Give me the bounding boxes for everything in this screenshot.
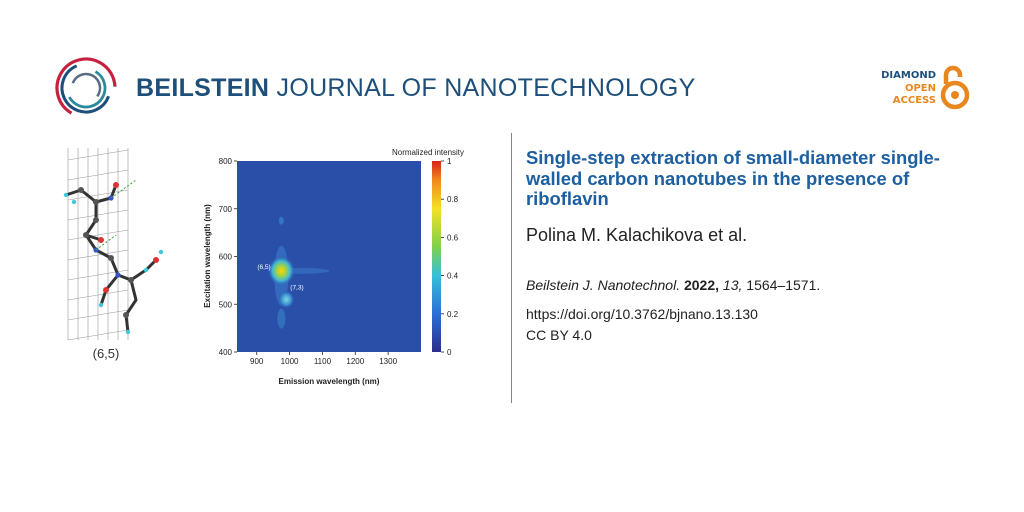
heatmap-peaks: (6,5) (7,3) — [257, 216, 330, 329]
y-axis-label: Excitation wavelength (nm) — [203, 204, 212, 308]
y-tick-label: 600 — [219, 253, 233, 262]
heatmap-plot-area — [237, 161, 421, 352]
graphical-abstract: (6,5) (6,5) (7,3) 400 500 600 700 800 900 1000… — [63, 148, 464, 386]
x-tick-label: 1200 — [346, 357, 364, 366]
heatmap-streak — [278, 216, 284, 225]
colorbar-title: Normalized intensity — [392, 148, 464, 157]
heatmap-peak — [277, 290, 295, 309]
y-tick-label: 700 — [219, 205, 233, 214]
heatmap-streak — [277, 308, 286, 329]
journal-logo-icon — [55, 57, 117, 119]
colorbar-tick-label: 0 — [447, 348, 452, 357]
oa-access-label: ACCESS — [892, 95, 936, 106]
journal-name: BEILSTEIN JOURNAL OF NANOTECHNOLOGY — [136, 74, 696, 103]
oa-open-label: OPEN — [904, 82, 936, 94]
oa-diamond-label: DIAMOND — [881, 70, 936, 81]
y-tick-label: 400 — [219, 348, 233, 357]
article-citation: Beilstein J. Nanotechnol. 2022, 13, 1564… — [526, 277, 820, 293]
heatmap-chart: (6,5) (7,3) 400 500 600 700 800 900 1000 1100 12… — [203, 148, 464, 386]
colorbar-ticks: 1 0.8 0.6 0.4 0.2 0 — [441, 157, 459, 357]
x-tick-label: 900 — [250, 357, 264, 366]
colorbar-tick-label: 0.6 — [447, 233, 459, 242]
x-axis-label: Emission wavelength (nm) — [279, 377, 380, 386]
open-access-lock-icon — [940, 65, 970, 110]
molecule-label: (6,5) — [93, 346, 120, 361]
peak-label: (7,3) — [290, 284, 303, 291]
license: CC BY 4.0 — [526, 327, 592, 343]
doi-link[interactable]: https://doi.org/10.3762/bjnano.13.130 — [526, 306, 758, 322]
colorbar-tick-label: 1 — [447, 157, 452, 166]
x-tick-label: 1300 — [379, 357, 397, 366]
article-title: Single-step extraction of small-diameter… — [526, 147, 940, 209]
y-tick-label: 500 — [219, 300, 233, 309]
open-access-badge: DIAMOND OPEN ACCESS — [881, 70, 936, 108]
article-authors: Polina M. Kalachikova et al. — [526, 225, 748, 245]
heatmap-peak — [267, 255, 296, 287]
article-pages: 1564–1571. — [746, 277, 821, 293]
peak-label: (6,5) — [257, 264, 270, 271]
x-tick-label: 1000 — [281, 357, 299, 366]
x-tick-label: 1100 — [314, 357, 332, 366]
vertical-divider — [511, 133, 512, 403]
journal-name-rest: JOURNAL OF NANOTECHNOLOGY — [269, 74, 696, 102]
article-year: 2022, — [683, 277, 720, 293]
y-tick-label: 800 — [219, 157, 233, 166]
journal-name-bold: BEILSTEIN — [136, 74, 270, 102]
article-volume: 13, — [722, 277, 743, 293]
y-axis-ticks: 400 500 600 700 800 — [219, 157, 237, 357]
colorbar-tick-label: 0.8 — [447, 195, 459, 204]
riboflavin-molecule — [63, 179, 164, 335]
colorbar-tick-label: 0.4 — [447, 272, 459, 281]
nanotube-lattice — [67, 148, 129, 341]
colorbar — [432, 161, 441, 352]
journal-abbrev: Beilstein J. Nanotechnol. — [526, 277, 681, 293]
colorbar-tick-label: 0.2 — [447, 310, 459, 319]
x-axis-ticks: 900 1000 1100 1200 1300 — [250, 352, 398, 366]
